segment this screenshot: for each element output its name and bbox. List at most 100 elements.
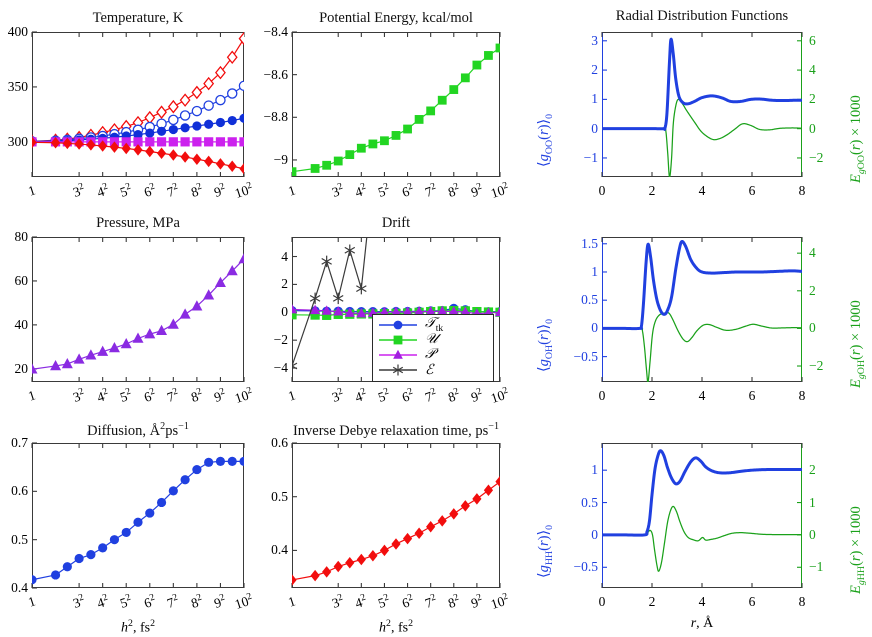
legend-item-0: 𝒯tk bbox=[377, 316, 488, 334]
xaxis-label: h2, fs2 bbox=[121, 618, 155, 636]
xtick-label: 6 bbox=[748, 183, 756, 198]
curve-energy-rdf-oo bbox=[602, 98, 802, 177]
xtick-label: 52 bbox=[376, 386, 391, 405]
xtick-label: 62 bbox=[141, 592, 156, 611]
legend-symbol-square-icon bbox=[377, 333, 419, 347]
plot-curves-rdf-oo bbox=[601, 32, 803, 177]
panel-title-potential-energy: Potential Energy, kcal/mol bbox=[319, 10, 473, 26]
ytick-label: 2 bbox=[591, 62, 598, 78]
plot-area-rdf-oh bbox=[602, 237, 802, 382]
xtick-label: 52 bbox=[118, 592, 133, 611]
xtick-label: 102 bbox=[488, 385, 510, 406]
xtick-label: 52 bbox=[118, 386, 133, 405]
ytick-label: 1.5 bbox=[581, 235, 598, 251]
ytick-label: −2 bbox=[809, 358, 824, 373]
ytick-label: 3 bbox=[591, 32, 598, 48]
ytick-label: −8.6 bbox=[263, 66, 289, 82]
ytick-label: 6 bbox=[809, 32, 816, 48]
panel-drift: Drift 4 2 0 −2 −4 1 32 42 52 62 72 82 92 102 𝒯tk 𝒰 𝒫 ℰ bbox=[273, 215, 510, 406]
xtick-label: 72 bbox=[422, 386, 437, 405]
xtick-label: 82 bbox=[445, 592, 460, 611]
legend-symbol-circle-icon bbox=[377, 318, 419, 332]
plot-curves-diffusion bbox=[31, 442, 245, 589]
series-P bbox=[292, 308, 500, 315]
xtick-label: 0 bbox=[598, 183, 606, 198]
curve-gr-rdf-oh bbox=[602, 240, 802, 331]
panel-title-drift: Drift bbox=[381, 215, 411, 231]
xtick-label: 62 bbox=[399, 592, 414, 611]
xtick-label: 102 bbox=[232, 591, 254, 612]
xtick-label: 4 bbox=[698, 594, 706, 609]
xtick-label: 52 bbox=[376, 181, 391, 200]
xtick-label: 92 bbox=[469, 386, 483, 405]
legend-symbol-asterisk-icon bbox=[377, 363, 419, 377]
ylabel-right-rdf-oo: EgOO(r) × 1000 bbox=[848, 94, 867, 183]
plot-curves-rdf-oh bbox=[601, 237, 803, 382]
series-U bbox=[292, 47, 500, 173]
xtick-label: 1 bbox=[26, 387, 38, 404]
xtick-label: 72 bbox=[422, 592, 437, 611]
series-tau_D_inv bbox=[292, 481, 500, 581]
plot-curves-temperature bbox=[31, 31, 245, 177]
ylabel-right-rdf-oh: EgOH(r) × 1000 bbox=[848, 299, 867, 388]
ytick-label: −0.5 bbox=[573, 559, 599, 575]
xtick-label: 2 bbox=[648, 183, 656, 198]
ytick-label: 1 bbox=[591, 462, 598, 478]
xtick-label: 82 bbox=[189, 386, 203, 405]
xtick-label: 0 bbox=[598, 594, 606, 609]
xtick-label: 1 bbox=[286, 593, 298, 610]
xtick-label: 4 bbox=[698, 183, 706, 198]
ytick-label: 4 bbox=[809, 62, 816, 78]
xtick-label: 102 bbox=[488, 180, 510, 201]
plot-curves-rdf-hh bbox=[601, 443, 803, 588]
ytick-label: 0.5 bbox=[581, 494, 598, 510]
xtick-label: 52 bbox=[376, 592, 391, 611]
xtick-label: 102 bbox=[232, 385, 254, 406]
plot-area-inverse-debye bbox=[292, 443, 500, 588]
xtick-label: 82 bbox=[445, 386, 460, 405]
ytick-label: 0.6 bbox=[11, 483, 28, 499]
ytick-label: 0.4 bbox=[271, 542, 288, 558]
xtick-label: 42 bbox=[353, 181, 368, 200]
ytick-label: 1 bbox=[809, 494, 816, 510]
series-blue-filled-circle bbox=[32, 117, 244, 143]
xtick-label: 8 bbox=[798, 594, 806, 609]
panel-potential-energy: Potential Energy, kcal/mol −8.4 −8.6 −8.8 −9… bbox=[263, 10, 510, 201]
ytick-label: −2 bbox=[809, 149, 824, 165]
plot-area-diffusion bbox=[32, 443, 244, 588]
panel-inverse-debye: Inverse Debye relaxation time, ps−1 0.6 0.… bbox=[271, 421, 510, 636]
panel-title-pressure: Pressure, MPa bbox=[96, 215, 180, 231]
plot-curves-inverse-debye bbox=[291, 442, 501, 588]
ytick-label: 0 bbox=[809, 526, 816, 542]
legend-drift: 𝒯tk 𝒰 𝒫 ℰ bbox=[372, 313, 494, 382]
ytick-label: 2 bbox=[809, 91, 816, 107]
ytick-label: −0.5 bbox=[573, 348, 599, 364]
ytick-label: 0.5 bbox=[271, 488, 288, 504]
xtick-label: 8 bbox=[798, 388, 806, 403]
xtick-label: 92 bbox=[212, 592, 227, 611]
xtick-label: 2 bbox=[648, 594, 656, 609]
ytick-label: 0 bbox=[281, 304, 288, 320]
xtick-label: 32 bbox=[330, 592, 345, 611]
xtick-label: 0 bbox=[598, 388, 606, 403]
xtick-label: 62 bbox=[141, 386, 156, 405]
series-P bbox=[32, 258, 244, 370]
xtick-label: 62 bbox=[141, 181, 156, 200]
xaxis-label: r, Å bbox=[690, 616, 714, 631]
ytick-label: 0.6 bbox=[271, 435, 288, 450]
plot-area-rdf-oo bbox=[602, 32, 802, 177]
series-E bbox=[292, 237, 368, 367]
series-D bbox=[32, 460, 244, 581]
xtick-label: 32 bbox=[71, 181, 86, 200]
ytick-label: −8.4 bbox=[263, 24, 289, 39]
xtick-label: 42 bbox=[94, 592, 109, 611]
ytick-label: 400 bbox=[7, 24, 28, 39]
xtick-label: 102 bbox=[488, 591, 510, 612]
panel-title-temperature: Temperature, K bbox=[92, 10, 184, 26]
ytick-label: −2 bbox=[273, 332, 288, 348]
xtick-label: 92 bbox=[469, 592, 483, 611]
plot-area-pressure bbox=[32, 237, 244, 382]
xtick-label: 32 bbox=[330, 386, 345, 405]
xtick-label: 1 bbox=[26, 593, 38, 610]
panel-title-diffusion: Diffusion, Å2ps−1 bbox=[87, 421, 189, 439]
